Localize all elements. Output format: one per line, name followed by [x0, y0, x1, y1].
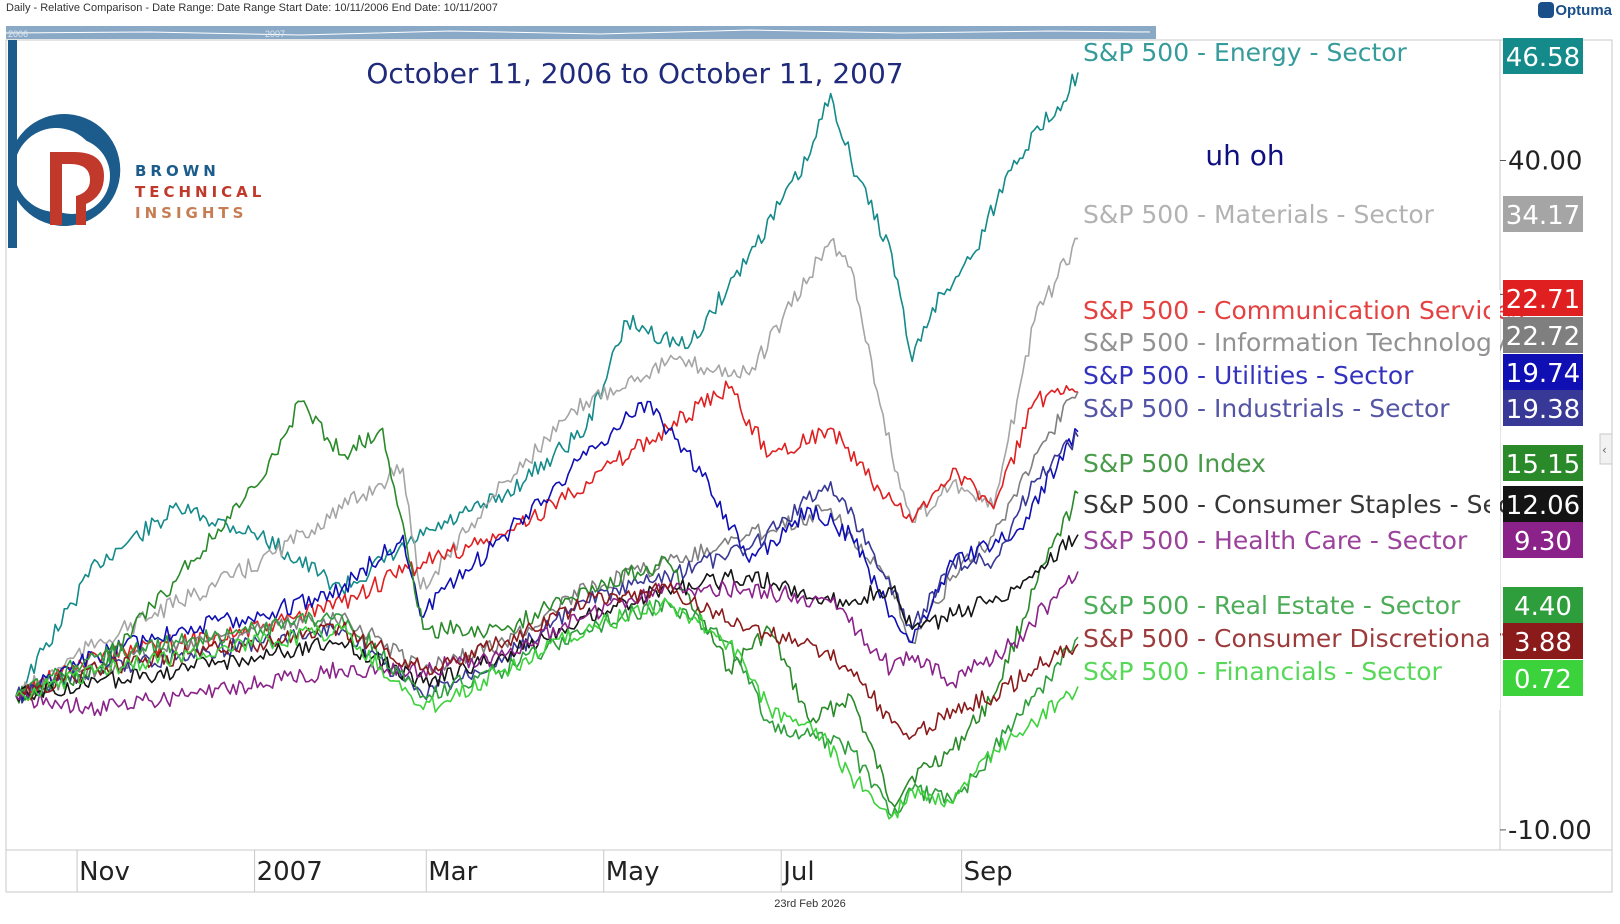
optuma-mark-icon	[1538, 2, 1555, 18]
value-box-sandp-500-materials-sector	[1503, 196, 1583, 232]
brown-technical-insights-logo	[8, 40, 121, 248]
value-box-sandp-500-consumer-discretionary	[1503, 623, 1583, 659]
annotation-uh-oh: uh oh	[1205, 139, 1284, 172]
series-line-sandp-500-index	[15, 400, 1079, 808]
value-box-sandp-500-health-care-sector	[1503, 522, 1583, 558]
y-tick-label: 40.00	[1508, 146, 1582, 176]
x-tick-label: 2007	[257, 857, 323, 887]
value-label-sandp-500-information-technology: 22.72	[1506, 322, 1580, 352]
value-label-sandp-500-consumer-staples-sector: 12.06	[1506, 491, 1580, 521]
navigator-label-2006: 2006	[8, 29, 28, 39]
series-line-sandp-500-energy-sector	[15, 72, 1079, 697]
chart-title: October 11, 2006 to October 11, 2007	[366, 57, 903, 90]
value-label-sandp-500-materials-sector: 34.17	[1506, 201, 1580, 231]
optuma-logo: Optuma	[1538, 2, 1612, 19]
chart-description: Daily - Relative Comparison - Date Range…	[6, 2, 498, 14]
series-label-sandp-500-real-estate-sector: S&P 500 - Real Estate - Sector	[1083, 591, 1461, 620]
value-box-sandp-500-communication-services	[1503, 280, 1583, 316]
x-tick-label: Sep	[964, 857, 1013, 887]
chart-frame	[5, 39, 1613, 893]
value-label-sandp-500-health-care-sector: 9.30	[1514, 527, 1572, 557]
series-label-sandp-500-health-care-sector: S&P 500 - Health Care - Sector	[1083, 526, 1468, 555]
value-label-sandp-500-energy-sector: 46.58	[1506, 43, 1580, 73]
navigator-sparkline	[5, 29, 1151, 36]
value-label-sandp-500-financials-sector: 0.72	[1514, 665, 1572, 695]
value-box-sandp-500-industrials-sector	[1503, 390, 1583, 426]
value-box-sandp-500-information-technology	[1503, 317, 1583, 353]
series-label-sandp-500-information-technology: S&P 500 - Information Technology	[1083, 328, 1507, 357]
x-tick-label: Mar	[428, 857, 477, 887]
series-label-sandp-500-materials-sector: S&P 500 - Materials - Sector	[1083, 200, 1435, 229]
series-label-sandp-500-financials-sector: S&P 500 - Financials - Sector	[1083, 657, 1443, 686]
collapse-panel-button[interactable]	[1599, 433, 1613, 465]
value-box-sandp-500-financials-sector	[1503, 660, 1583, 696]
y-tick-label: -10.00	[1508, 816, 1592, 846]
value-box-sandp-500-energy-sector	[1503, 38, 1583, 74]
value-label-sandp-500-utilities-sector: 19.74	[1506, 359, 1580, 389]
value-label-sandp-500-industrials-sector: 19.38	[1506, 395, 1580, 425]
brand-name: Optuma	[1555, 2, 1612, 19]
series-line-sandp-500-health-care-sector	[15, 571, 1079, 717]
logo-bar	[8, 40, 17, 248]
series-line-sandp-500-communication-services	[15, 380, 1079, 699]
value-box-sandp-500-index	[1503, 445, 1583, 481]
value-box-sandp-500-utilities-sector	[1503, 354, 1583, 390]
navigator-label-2007: 2007	[265, 29, 285, 39]
series-line-sandp-500-financials-sector	[15, 597, 1079, 820]
date-navigator-bar[interactable]	[6, 26, 1156, 39]
series-label-sandp-500-utilities-sector: S&P 500 - Utilities - Sector	[1083, 361, 1414, 390]
logo-letter-icon	[50, 152, 104, 225]
label-clip-mask	[1490, 290, 1500, 710]
series-label-sandp-500-energy-sector: S&P 500 - Energy - Sector	[1083, 38, 1408, 67]
footer-date: 23rd Feb 2026	[774, 898, 846, 910]
logo-text-insights: INSIGHTS	[135, 204, 248, 222]
logo-text-technical: TECHNICAL	[135, 183, 266, 201]
value-label-sandp-500-index: 15.15	[1506, 450, 1580, 480]
series-label-sandp-500-consumer-discretionary: S&P 500 - Consumer Discretionary	[1083, 624, 1516, 653]
value-box-sandp-500-real-estate-sector	[1503, 587, 1583, 623]
series-label-sandp-500-index: S&P 500 Index	[1083, 449, 1266, 478]
series-line-sandp-500-consumer-staples-sector	[15, 534, 1079, 702]
x-tick-label: Jul	[781, 857, 814, 887]
value-box-sandp-500-consumer-staples-sector	[1503, 486, 1583, 522]
series-label-sandp-500-consumer-staples-sector: S&P 500 - Consumer Staples - Sector	[1083, 490, 1548, 519]
series-line-sandp-500-materials-sector	[15, 237, 1079, 697]
series-line-sandp-500-real-estate-sector	[15, 597, 1079, 818]
chevron-left-icon[interactable]: ‹	[1602, 443, 1607, 457]
logo-text-brown: BROWN	[135, 162, 220, 180]
x-tick-label: May	[606, 857, 660, 887]
series-label-sandp-500-communication-services: S&P 500 - Communication Services	[1083, 296, 1524, 325]
series-line-sandp-500-industrials-sector	[15, 430, 1079, 704]
value-label-sandp-500-consumer-discretionary: 3.88	[1514, 628, 1572, 658]
series-label-sandp-500-industrials-sector: S&P 500 - Industrials - Sector	[1083, 394, 1450, 423]
x-tick-label: Nov	[79, 857, 130, 887]
value-label-sandp-500-real-estate-sector: 4.40	[1514, 592, 1572, 622]
series-line-sandp-500-utilities-sector	[15, 400, 1079, 702]
value-label-sandp-500-communication-services: 22.71	[1506, 285, 1580, 315]
